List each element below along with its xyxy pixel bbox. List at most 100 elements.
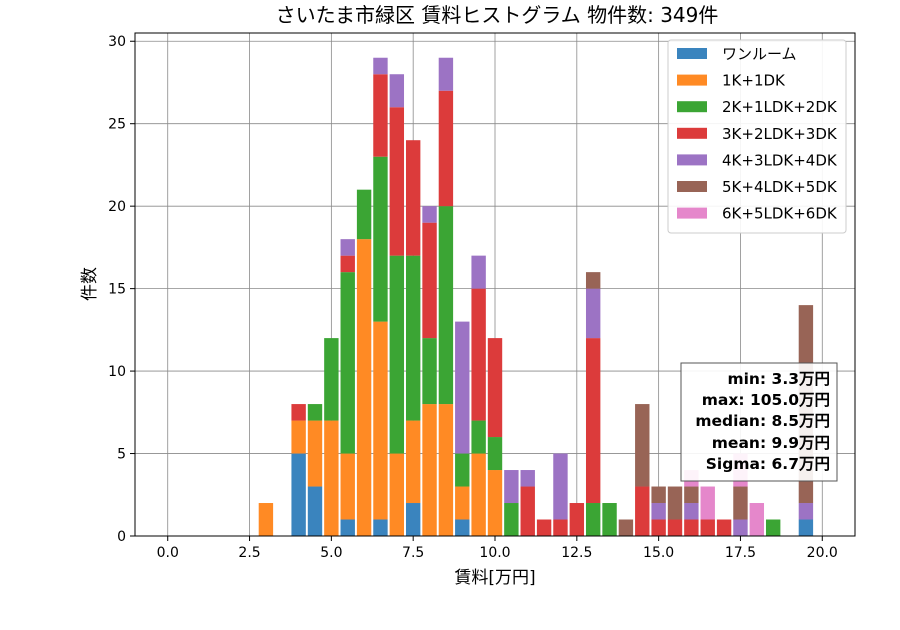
bar-segment-1-2 (307, 420, 323, 487)
bar-segment-1-3 (324, 420, 339, 536)
bar-segment-4-25 (684, 503, 699, 520)
bar-segment-6-26 (700, 486, 715, 520)
axis-ticks: 0.0 2.5 5.0 7.5 10.0 12.5 15.0 17.5 20.0 0 5 10 15 20… (108, 34, 838, 561)
bar-segment-2-12 (471, 420, 486, 454)
y-tick-label: 10 (108, 364, 126, 380)
legend-swatch (677, 101, 707, 113)
bar-segment-3-16 (536, 519, 552, 536)
bar-segment-2-7 (389, 255, 405, 454)
bar-segment-3-19 (585, 338, 601, 504)
bar-segment-3-15 (520, 486, 535, 536)
bar-segment-0-2 (307, 486, 323, 536)
bar-segment-4-9 (422, 206, 437, 223)
bar-segment-0-11 (455, 519, 470, 536)
y-tick-label: 15 (108, 282, 126, 298)
bar-segment-3-26 (700, 519, 715, 536)
bar-segment-4-10 (438, 57, 454, 91)
bar-segment-2-13 (487, 437, 503, 471)
legend-frame (667, 39, 847, 234)
x-tick-label: 10.0 (479, 545, 510, 561)
bar-segment-2-2 (307, 404, 323, 421)
x-axis-label: 賃料[万円] (454, 568, 535, 588)
chart-legend: ワンルーム 1K+1DK 2K+1LDK+2DK 3K+2LDK+3DK 4K+3LDK… (667, 39, 847, 234)
stats-box-frame (680, 362, 838, 482)
bar-segment-2-30 (765, 519, 781, 536)
bar-segment-2-9 (422, 338, 437, 405)
bar-segment-2-3 (324, 338, 339, 421)
bar-segment-4-6 (373, 57, 388, 75)
legend-label: 2K+1LDK+2DK (722, 98, 838, 116)
bar-segment-2-19 (585, 503, 601, 536)
y-tick-label: 25 (108, 117, 126, 133)
bar-segment-2-14 (504, 503, 519, 536)
bar-segment-3-4 (340, 255, 355, 273)
bar-segment-4-7 (389, 74, 405, 108)
bar-segment-2-4 (340, 272, 355, 454)
legend-label: 5K+4LDK+5DK (722, 178, 838, 196)
bar-segment-5-25 (684, 486, 699, 504)
stat-sigma: Sigma: 6.7万円 (706, 455, 830, 473)
bar-segment-3-27 (716, 519, 732, 536)
bar-segment-2-20 (602, 503, 617, 536)
bar-segment-5-23 (651, 486, 666, 504)
x-tick-label: 15.0 (643, 545, 674, 561)
bar-segment-6-29 (749, 503, 765, 536)
stat-mean: mean: 9.9万円 (712, 434, 830, 452)
bar-segment-1-4 (340, 453, 355, 520)
x-tick-label: 7.5 (402, 545, 424, 561)
bar-segment-3-1 (291, 404, 306, 421)
bar-segment-0-1 (291, 453, 306, 536)
x-tick-label: 20.0 (807, 545, 838, 561)
y-tick-label: 0 (117, 529, 126, 545)
bar-segment-1-11 (455, 486, 470, 520)
bar-segment-4-19 (585, 288, 601, 339)
bar-segment-4-4 (340, 239, 355, 256)
legend-swatch (677, 48, 707, 59)
bar-segment-3-25 (684, 519, 699, 536)
bar-segment-1-0 (258, 503, 274, 536)
bar-segment-3-22 (635, 486, 650, 536)
y-tick-label: 30 (108, 34, 126, 50)
bar-segment-1-9 (422, 404, 437, 536)
legend-label: 1K+1DK (722, 72, 786, 90)
bar-segment-1-7 (389, 453, 405, 536)
bar-segment-4-15 (520, 470, 535, 487)
bar-segment-5-24 (667, 486, 683, 520)
stat-median: median: 8.5万円 (695, 412, 830, 430)
legend-swatch (677, 181, 707, 192)
bar-segment-2-11 (455, 453, 470, 487)
bar-segment-4-14 (504, 470, 519, 504)
bar-segment-1-1 (291, 420, 306, 454)
bar-segment-5-19 (585, 272, 601, 289)
bar-segment-1-10 (438, 404, 454, 536)
bar-segment-3-17 (553, 519, 568, 536)
bar-segment-3-18 (569, 503, 585, 536)
legend-swatch (677, 154, 707, 166)
bar-segment-3-10 (438, 90, 454, 207)
bar-segment-0-4 (340, 519, 355, 536)
bar-segment-5-22 (635, 404, 650, 487)
bar-segment-1-8 (405, 420, 421, 504)
bar-segment-4-12 (471, 255, 486, 289)
bar-segment-5-28 (733, 486, 748, 520)
legend-swatch (677, 74, 707, 86)
legend-label: 6K+5LDK+6DK (722, 205, 838, 223)
bar-segment-3-8 (405, 140, 421, 256)
chart-title: さいたま市緑区 賃料ヒストグラム 物件数: 349件 (276, 3, 719, 27)
bar-segment-3-6 (373, 74, 388, 157)
x-tick-label: 0.0 (157, 545, 179, 561)
y-tick-label: 20 (108, 199, 126, 215)
bar-segment-3-24 (667, 519, 683, 536)
bar-segment-1-12 (471, 453, 486, 536)
y-axis-label: 件数 (80, 267, 100, 301)
bar-segment-4-23 (651, 503, 666, 520)
bar-segment-1-13 (487, 470, 503, 536)
bar-segment-3-9 (422, 222, 437, 339)
bar-segment-4-31 (798, 503, 814, 520)
bar-segment-1-6 (373, 321, 388, 520)
legend-label: 3K+2LDK+3DK (722, 125, 838, 143)
bar-segment-5-21 (618, 519, 634, 536)
bar-segment-4-17 (553, 453, 568, 520)
